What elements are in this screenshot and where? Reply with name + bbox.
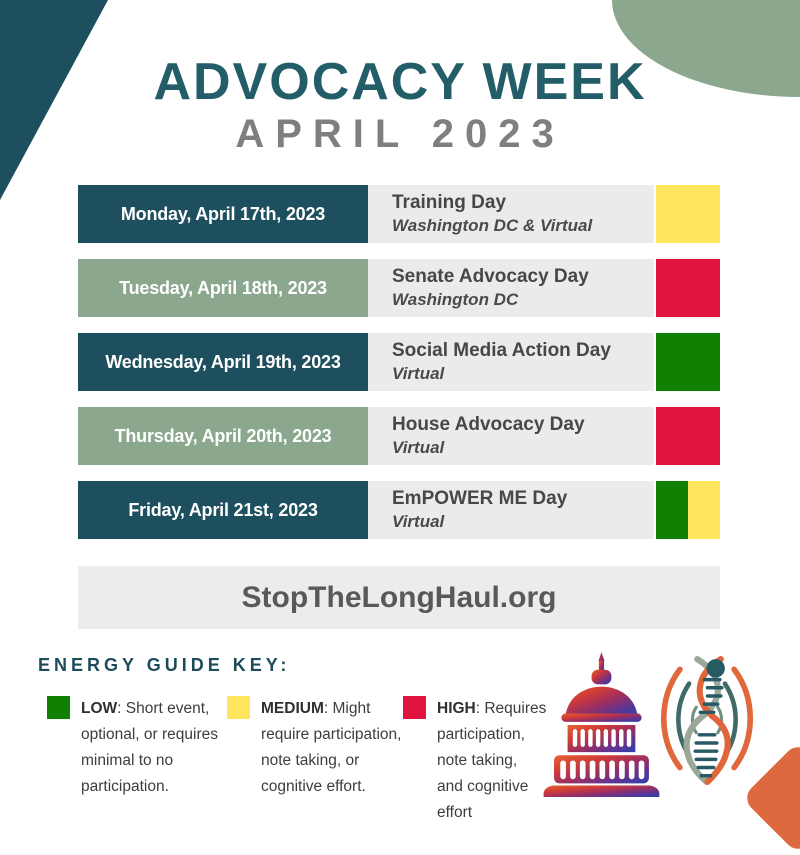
energy-blocks	[656, 481, 720, 539]
energy-key-item: MEDIUM: Might require participation, not…	[227, 696, 413, 800]
energy-blocks	[656, 259, 720, 317]
energy-blocks	[656, 333, 720, 391]
event-title: Senate Advocacy Day	[392, 265, 589, 287]
website-url[interactable]: StopTheLongHaul.org	[241, 580, 557, 614]
schedule-row: Wednesday, April 19th, 2023 Social Media…	[78, 333, 720, 391]
event-title: Social Media Action Day	[392, 339, 611, 361]
event-cell: Training Day Washington DC & Virtual	[368, 185, 654, 243]
energy-key-item: HIGH: Requires participation, note takin…	[403, 696, 547, 826]
event-title: EmPOWER ME Day	[392, 487, 568, 509]
schedule-row: Tuesday, April 18th, 2023 Senate Advocac…	[78, 259, 720, 317]
schedule-row: Thursday, April 20th, 2023 House Advocac…	[78, 407, 720, 465]
energy-medium-block	[656, 185, 720, 243]
energy-high-block	[656, 259, 720, 317]
event-cell: House Advocacy Day Virtual	[368, 407, 654, 465]
energy-high-block	[656, 407, 720, 465]
energy-blocks	[656, 185, 720, 243]
energy-key-title: ENERGY GUIDE KEY:	[38, 655, 291, 675]
energy-low-block	[656, 481, 688, 539]
event-location: Washington DC	[392, 290, 519, 310]
energy-medium-block	[688, 481, 720, 539]
date-label: Friday, April 21st, 2023	[78, 481, 368, 539]
energy-key-description: LOW: Short event, optional, or requires …	[81, 700, 218, 795]
event-location: Washington DC & Virtual	[392, 216, 593, 236]
poster-subtitle: APRIL 2023	[235, 112, 565, 156]
capitol-building-icon	[543, 652, 660, 797]
energy-key-description: HIGH: Requires participation, note takin…	[437, 700, 547, 821]
poster-title: ADVOCACY WEEK	[153, 53, 647, 111]
energy-swatch	[227, 696, 250, 719]
event-location: Virtual	[392, 512, 445, 532]
event-title: House Advocacy Day	[392, 413, 585, 435]
date-label: Wednesday, April 19th, 2023	[78, 333, 368, 391]
schedule-row: Friday, April 21st, 2023 EmPOWER ME Day …	[78, 481, 720, 539]
event-title: Training Day	[392, 191, 507, 213]
dna-helix-logo	[661, 656, 753, 785]
event-location: Virtual	[392, 364, 445, 384]
schedule: Monday, April 17th, 2023 Training Day Wa…	[78, 185, 720, 555]
energy-swatch	[47, 696, 70, 719]
event-cell: EmPOWER ME Day Virtual	[368, 481, 654, 539]
date-label: Tuesday, April 18th, 2023	[78, 259, 368, 317]
energy-blocks	[656, 407, 720, 465]
website-banner[interactable]: StopTheLongHaul.org	[78, 566, 720, 629]
date-label: Thursday, April 20th, 2023	[78, 407, 368, 465]
event-location: Virtual	[392, 438, 445, 458]
schedule-row: Monday, April 17th, 2023 Training Day Wa…	[78, 185, 720, 243]
energy-low-block	[656, 333, 720, 391]
energy-key-description: MEDIUM: Might require participation, not…	[261, 700, 402, 795]
event-cell: Senate Advocacy Day Washington DC	[368, 259, 654, 317]
event-cell: Social Media Action Day Virtual	[368, 333, 654, 391]
energy-key-item: LOW: Short event, optional, or requires …	[47, 696, 231, 800]
date-label: Monday, April 17th, 2023	[78, 185, 368, 243]
energy-swatch	[403, 696, 426, 719]
